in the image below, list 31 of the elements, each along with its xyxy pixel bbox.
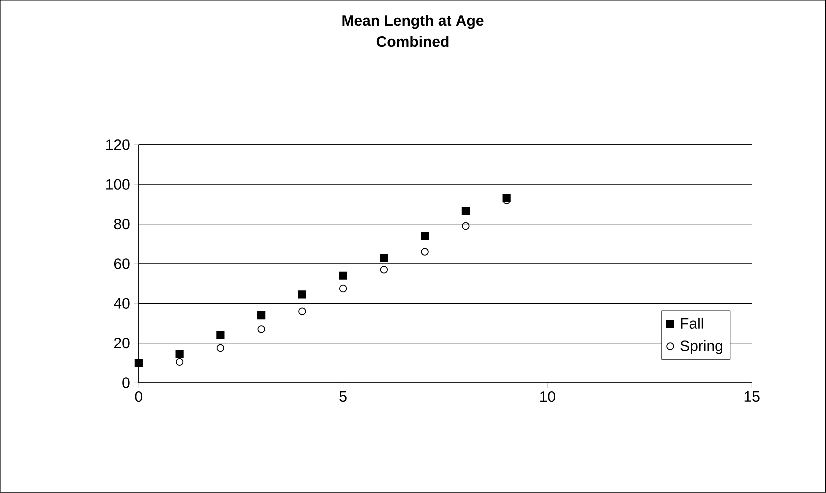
legend-label: Spring <box>680 340 722 354</box>
point <box>339 284 348 293</box>
point <box>339 272 348 280</box>
y-tick-label: 40 <box>114 298 130 309</box>
point <box>380 254 388 262</box>
point <box>216 344 225 352</box>
point <box>298 290 306 299</box>
point <box>462 207 470 216</box>
y-tick-label: 0 <box>122 378 130 388</box>
point <box>462 222 470 230</box>
x-tick-label: 10 <box>540 392 556 402</box>
y-tick-label: 100 <box>106 179 130 190</box>
y-tick-label: 60 <box>114 258 130 270</box>
point <box>380 266 388 274</box>
y-tick-label: 80 <box>114 219 130 230</box>
x-tick-label: 0 <box>135 392 143 402</box>
point <box>134 359 143 368</box>
point <box>258 312 266 320</box>
point <box>176 350 184 358</box>
point <box>421 248 429 256</box>
x-tick-label: 15 <box>744 392 760 402</box>
chart-title: Mean Length at Age Combined <box>342 15 484 48</box>
legend-label: Fall <box>681 318 704 329</box>
point <box>298 308 306 316</box>
point <box>258 326 266 334</box>
point <box>216 331 225 340</box>
x-tick-label: 5 <box>340 392 347 402</box>
y-tick-label: 20 <box>114 338 130 349</box>
point <box>421 232 430 240</box>
point <box>176 358 184 366</box>
y-tick-label: 120 <box>106 140 130 150</box>
